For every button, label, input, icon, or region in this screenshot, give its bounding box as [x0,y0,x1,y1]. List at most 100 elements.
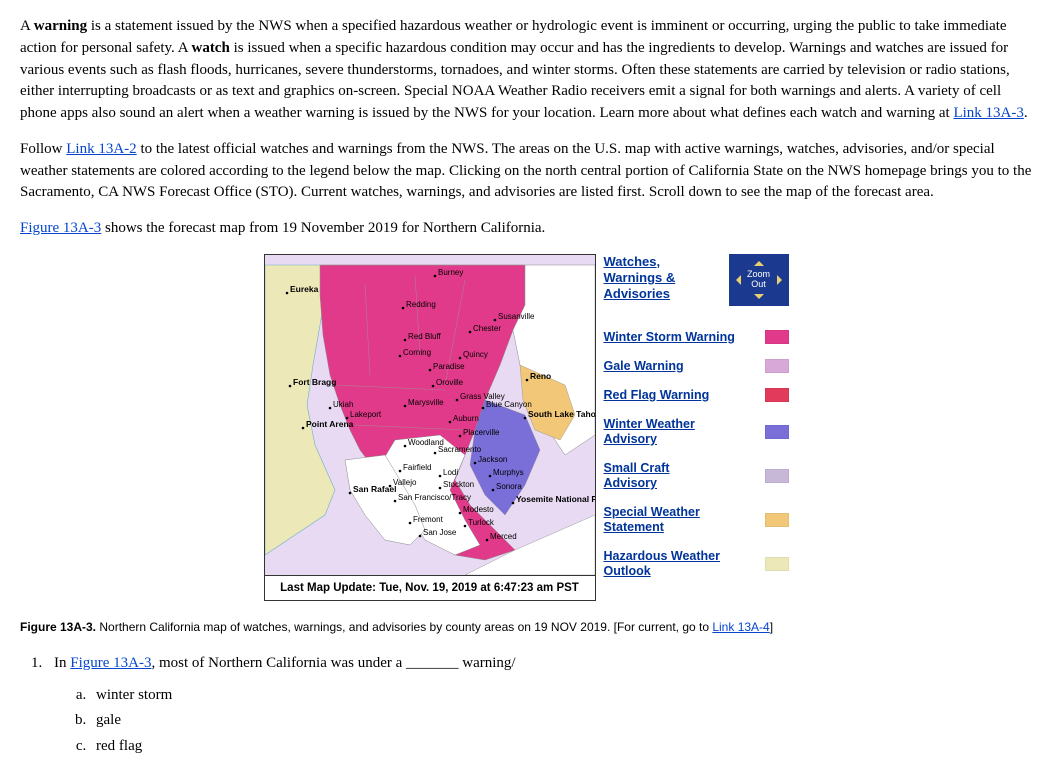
legend-swatch [765,469,789,483]
city-label: San Francisco/Tracy [398,493,471,502]
city-dot [493,318,496,321]
paragraph-3: Figure 13A-3 shows the forecast map from… [20,218,1032,240]
city-dot [448,420,451,423]
legend-item: Winter Storm Warning [604,330,789,345]
city-dot [511,501,514,504]
bold-warning: warning [34,18,87,34]
city-dot [398,469,401,472]
city-dot [301,426,304,429]
paragraph-2: Follow Link 13A-2 to the latest official… [20,139,1032,204]
question-1-stem: In Figure 13A-3, most of Northern Califo… [46,653,1032,758]
city-dot [433,451,436,454]
zoom-out-button[interactable]: ZoomOut [729,254,789,306]
city-label: Fort Bragg [293,377,336,387]
city-label: Stockton [443,480,474,489]
legend-swatch [765,330,789,344]
city-label: Corning [403,348,431,357]
city-dot [438,474,441,477]
arrow-right-icon [777,275,787,285]
arrow-left-icon [731,275,741,285]
paragraph-1: A warning is a statement issued by the N… [20,16,1032,125]
city-dot [525,378,528,381]
city-dot [438,486,441,489]
legend-swatch [765,359,789,373]
city-dot [481,406,484,409]
link-figure-13a-3[interactable]: Figure 13A-3 [20,220,101,236]
city-label: Lodi [443,468,458,477]
link-13a-4[interactable]: Link 13A-4 [712,620,769,634]
option-item: red flag [90,736,1032,758]
city-label: South Lake Tahoe [528,409,595,419]
legend-panel: Watches, Warnings & Advisories ZoomOut W… [604,254,789,602]
figure-caption: Figure 13A-3. Northern California map of… [20,619,1032,636]
legend-item: Small CraftAdvisory [604,461,789,491]
city-label: Red Bluff [408,332,442,341]
city-dot [431,384,434,387]
legend-link[interactable]: Small CraftAdvisory [604,461,670,491]
city-dot [491,488,494,491]
map-update-timestamp: Last Map Update: Tue, Nov. 19, 2019 at 6… [265,575,595,601]
city-label: Turlock [468,518,495,527]
legend-title[interactable]: Watches, Warnings & Advisories [604,254,723,303]
city-dot [418,534,421,537]
city-dot [488,474,491,477]
question-options: winter storm gale red flag [54,685,1032,758]
city-dot [408,521,411,524]
option-item: winter storm [90,685,1032,707]
link-13a-2[interactable]: Link 13A-2 [66,141,136,157]
city-label: San Rafael [353,484,396,494]
city-label: Susanville [498,312,535,321]
legend-link[interactable]: Red Flag Warning [604,388,710,403]
city-dot [433,274,436,277]
city-dot [523,416,526,419]
legend-item: Special WeatherStatement [604,505,789,535]
city-dot [403,338,406,341]
city-label: Merced [490,532,517,541]
legend-link[interactable]: Winter Storm Warning [604,330,735,345]
city-label: Fairfield [403,463,431,472]
legend-link[interactable]: Gale Warning [604,359,684,374]
city-dot [401,306,404,309]
city-label: Quincy [463,350,488,359]
city-dot [398,354,401,357]
city-label: Oroville [436,378,464,387]
city-label: Ukiah [333,400,353,409]
city-dot [458,356,461,359]
legend-link[interactable]: Hazardous WeatherOutlook [604,549,720,579]
city-dot [458,511,461,514]
city-label: Murphys [493,468,524,477]
link-13a-3[interactable]: Link 13A-3 [953,105,1023,121]
option-item: gale [90,710,1032,732]
legend-link[interactable]: Winter WeatherAdvisory [604,417,695,447]
legend-swatch [765,557,789,571]
map-svg: BurneyEurekaReddingSusanvilleChesterRed … [265,255,595,575]
city-dot [285,291,288,294]
city-dot [403,444,406,447]
city-label: Blue Canyon [486,400,532,409]
city-label: Yosemite National Park [516,494,595,504]
city-label: Lakeport [350,410,382,419]
figure-13a-3: BurneyEurekaReddingSusanvilleChesterRed … [20,254,1032,602]
city-dot [348,491,351,494]
city-dot [463,524,466,527]
city-label: Point Arena [306,419,354,429]
city-label: Paradise [433,362,465,371]
city-label: Eureka [290,284,319,294]
city-label: Auburn [453,414,479,423]
city-label: Redding [406,300,436,309]
legend-swatch [765,513,789,527]
city-dot [468,330,471,333]
city-label: Marysville [408,398,444,407]
link-figure-13a-3-q[interactable]: Figure 13A-3 [70,655,151,671]
legend-link[interactable]: Special WeatherStatement [604,505,700,535]
city-dot [288,384,291,387]
city-label: Chester [473,324,501,333]
city-dot [455,398,458,401]
legend-item: Hazardous WeatherOutlook [604,549,789,579]
legend-item: Gale Warning [604,359,789,374]
city-label: Modesto [463,505,494,514]
legend-swatch [765,425,789,439]
city-label: San Jose [423,528,457,537]
forecast-map[interactable]: BurneyEurekaReddingSusanvilleChesterRed … [264,254,596,602]
city-dot [458,434,461,437]
